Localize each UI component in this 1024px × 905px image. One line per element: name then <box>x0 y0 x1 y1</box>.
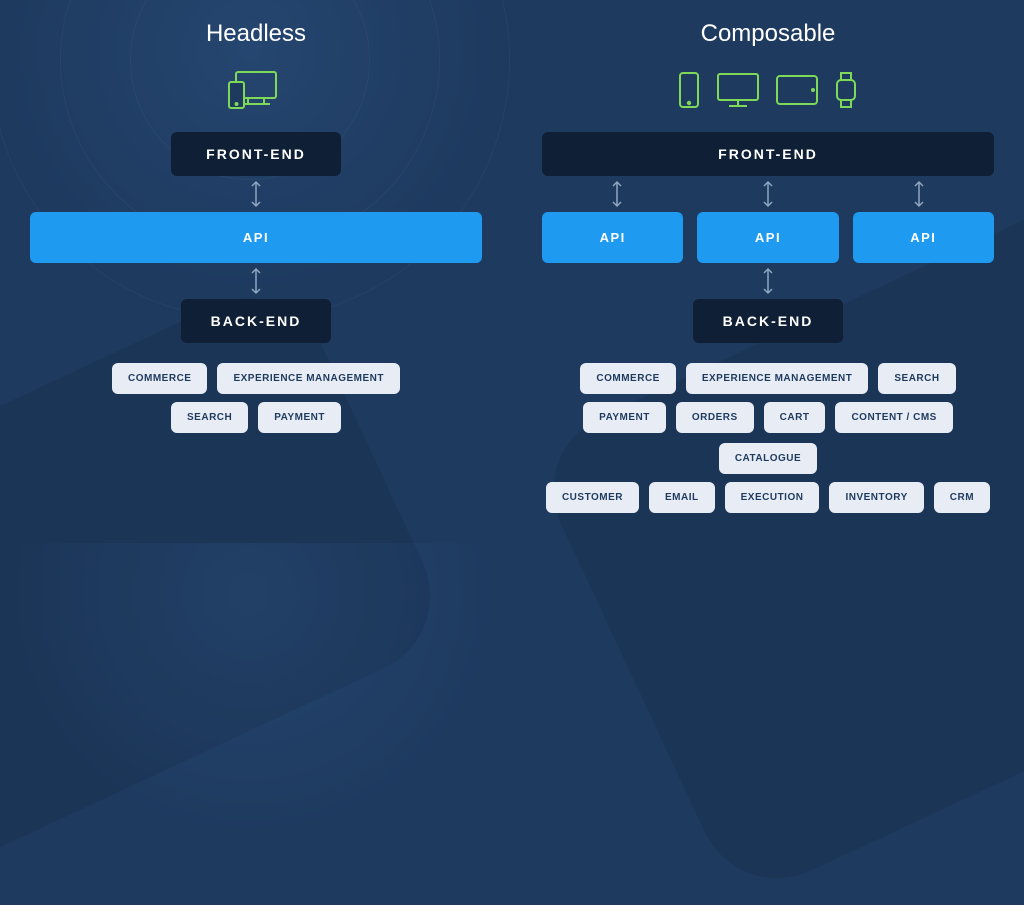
arrow <box>611 179 623 209</box>
composable-api-row: API API API <box>542 212 994 263</box>
arrow <box>762 179 774 209</box>
composable-backend: BACK-END <box>693 299 843 343</box>
pill-payment: PAYMENT <box>583 402 666 433</box>
composable-frontend: FRONT-END <box>542 132 994 176</box>
arrow-row <box>542 176 994 212</box>
pill-content: CONTENT / CMS <box>835 402 952 433</box>
arrow <box>762 263 774 299</box>
column-headless: Headless FRONT-END API BACK-END COMMERCE… <box>0 0 512 543</box>
pill-commerce: COMMERCE <box>580 363 675 394</box>
headless-pills-row1: COMMERCE EXPERIENCE MANAGEMENT <box>112 363 400 394</box>
watch-icon <box>833 70 859 110</box>
composable-icons <box>677 66 859 114</box>
headless-frontend: FRONT-END <box>171 132 341 176</box>
composable-api-2: API <box>697 212 838 263</box>
pill-execution: EXECUTION <box>725 482 820 513</box>
pill-search: SEARCH <box>878 363 955 394</box>
diagram-container: Headless FRONT-END API BACK-END COMMERCE… <box>0 0 1024 543</box>
pill-orders: ORDERS <box>676 402 754 433</box>
composable-title: Composable <box>701 20 836 48</box>
arrow <box>250 176 262 212</box>
composable-api-3: API <box>853 212 994 263</box>
composable-pills-row3: CUSTOMER EMAIL EXECUTION INVENTORY CRM <box>546 482 990 513</box>
headless-title: Headless <box>206 20 306 48</box>
pill-catalogue: CATALOGUE <box>719 443 817 474</box>
composable-api-1: API <box>542 212 683 263</box>
pill-inventory: INVENTORY <box>829 482 923 513</box>
headless-icons <box>228 66 284 114</box>
arrow <box>913 179 925 209</box>
column-composable: Composable FRONT-END <box>512 0 1024 543</box>
phone-icon <box>677 71 701 109</box>
pill-experience: EXPERIENCE MANAGEMENT <box>217 363 400 394</box>
tablet-icon <box>775 74 819 106</box>
composable-pills-row2: PAYMENT ORDERS CART CONTENT / CMS CATALO… <box>542 402 994 474</box>
desktop-mobile-icon <box>228 70 284 110</box>
monitor-icon <box>715 71 761 109</box>
headless-api: API <box>30 212 482 263</box>
pill-cart: CART <box>764 402 826 433</box>
pill-crm: CRM <box>934 482 990 513</box>
composable-pills-row1: COMMERCE EXPERIENCE MANAGEMENT SEARCH <box>580 363 955 394</box>
pill-payment: PAYMENT <box>258 402 341 433</box>
headless-backend: BACK-END <box>181 299 331 343</box>
pill-customer: CUSTOMER <box>546 482 639 513</box>
pill-commerce: COMMERCE <box>112 363 207 394</box>
pill-email: EMAIL <box>649 482 715 513</box>
arrow <box>250 263 262 299</box>
pill-search: SEARCH <box>171 402 248 433</box>
pill-experience: EXPERIENCE MANAGEMENT <box>686 363 869 394</box>
headless-pills-row2: SEARCH PAYMENT <box>171 402 341 433</box>
